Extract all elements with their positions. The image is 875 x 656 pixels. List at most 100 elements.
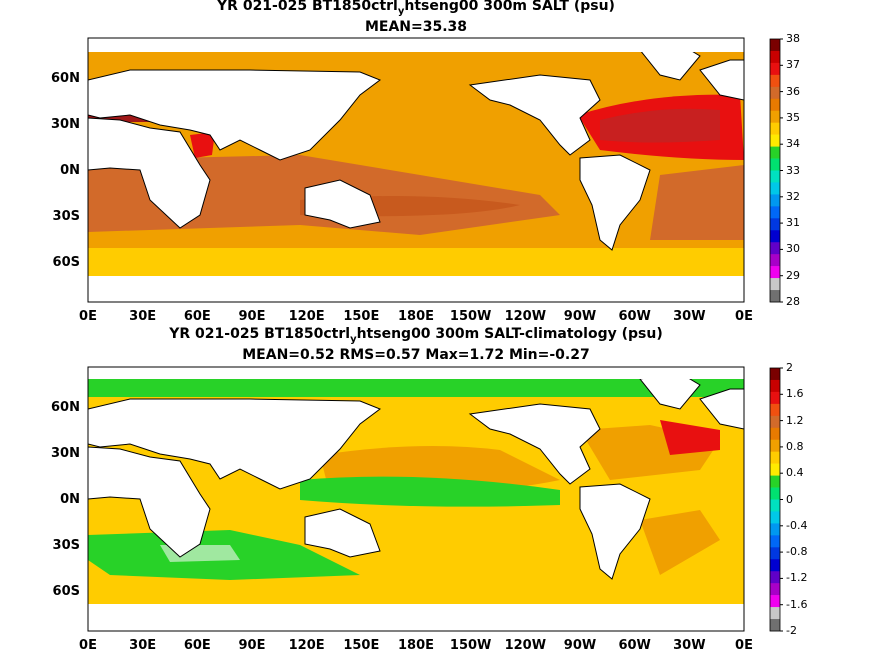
- colorbar-segment: [770, 98, 780, 112]
- x-tick-label: 30W: [673, 638, 706, 653]
- colorbar-segment: [770, 463, 780, 476]
- panel2-title: YR 021-025 BT1850ctrlyhtseng00 300m SALT…: [169, 326, 663, 345]
- colorbar-tick-label: 0: [786, 492, 793, 506]
- colorbar-tick-label: 30: [786, 242, 800, 256]
- x-tick-label: 90E: [238, 638, 266, 653]
- colorbar-segment: [770, 278, 780, 291]
- colorbar-segment: [770, 499, 780, 512]
- colorbar-tick-label: 35: [786, 110, 800, 124]
- colorbar-tick-label: 37: [786, 58, 800, 72]
- colorbar-segment: [770, 415, 780, 429]
- colorbar-segment: [770, 62, 780, 76]
- colorbar-tick-label: 36: [786, 84, 800, 98]
- y-tick-label: 30S: [52, 538, 80, 553]
- x-tick-label: 60W: [618, 309, 651, 324]
- panel1-stats: MEAN=35.38: [364, 19, 468, 35]
- x-tick-label: 120E: [288, 309, 325, 324]
- panel2-equatorial-band: [300, 476, 560, 507]
- colorbar-segment: [770, 266, 780, 279]
- colorbar-segment: [770, 523, 780, 536]
- colorbar-tick-label: 34: [786, 137, 800, 151]
- panel1-south-atlantic: [650, 165, 744, 240]
- x-tick-label: 180E: [397, 638, 435, 653]
- x-tick-label: 120W: [504, 309, 547, 324]
- colorbar-tick-label: 32: [786, 189, 800, 203]
- x-tick-label: 0E: [79, 638, 97, 653]
- y-tick-label: 60S: [52, 255, 80, 270]
- panel2-gulf-stream: [660, 420, 720, 455]
- colorbar-segment: [770, 182, 780, 195]
- colorbar-segment: [770, 206, 780, 219]
- x-tick-label: 180E: [397, 309, 435, 324]
- colorbar-segment: [770, 122, 780, 135]
- colorbar-tick-label: 33: [786, 163, 800, 177]
- panel2-map: [88, 367, 744, 631]
- panel1-continents: [88, 43, 744, 251]
- x-tick-label: 90W: [563, 638, 597, 653]
- panel1-frame: [87, 37, 745, 303]
- colorbar-segment: [770, 487, 780, 500]
- colorbar-tick-label: 1.2: [786, 413, 804, 427]
- colorbar-segment: [770, 427, 780, 441]
- colorbar-tick-label: 28: [786, 295, 800, 308]
- x-tick-label: 150W: [449, 638, 492, 653]
- colorbar-tick-label: 2: [786, 361, 793, 374]
- panel2-frame: [87, 366, 745, 632]
- y-tick-label: 30N: [51, 117, 80, 132]
- x-tick-label: 0E: [735, 638, 753, 653]
- colorbar-segment: [770, 146, 780, 159]
- x-tick-label: 60W: [618, 638, 651, 653]
- colorbar-segment: [770, 571, 780, 584]
- colorbar-segment: [770, 379, 780, 393]
- panel2-arctic-ice: [88, 367, 744, 379]
- colorbar-segment: [770, 583, 780, 596]
- x-tick-label: 30E: [129, 638, 157, 653]
- colorbar-segment: [770, 290, 780, 303]
- panel1-map: [88, 38, 744, 302]
- panel1-north-atlantic-core: [600, 108, 720, 143]
- x-tick-label: 120E: [288, 638, 325, 653]
- colorbar-tick-label: 31: [786, 216, 800, 230]
- colorbar-segment: [770, 451, 780, 464]
- y-tick-label: 0N: [60, 163, 80, 178]
- panel2-colorbar: [769, 367, 783, 632]
- colorbar-segment: [770, 194, 780, 207]
- panel1-southern-ocean-band: [88, 248, 744, 278]
- y-tick-label: 60N: [51, 400, 80, 415]
- colorbar-segment: [770, 607, 780, 620]
- colorbar-segment: [770, 403, 780, 417]
- panel1-colorbar: [769, 38, 783, 303]
- panel2-antarctica: [88, 604, 744, 631]
- x-tick-label: 90E: [238, 309, 266, 324]
- colorbar-tick-label: 38: [786, 32, 800, 45]
- colorbar-segment: [770, 547, 780, 560]
- colorbar-segment: [770, 50, 780, 64]
- panel1-arctic-ice: [88, 38, 744, 52]
- colorbar-segment: [770, 86, 780, 100]
- colorbar-tick-label: 1.6: [786, 387, 804, 401]
- colorbar-segment: [770, 511, 780, 524]
- x-tick-label: 150E: [343, 309, 380, 324]
- colorbar-segment: [770, 391, 780, 405]
- colorbar-segment: [770, 368, 780, 381]
- x-tick-label: 90W: [563, 309, 597, 324]
- x-tick-label: 0E: [735, 309, 753, 324]
- x-tick-label: 150E: [343, 638, 380, 653]
- colorbar-segment: [770, 170, 780, 183]
- colorbar-segment: [770, 619, 780, 632]
- colorbar-segment: [770, 242, 780, 255]
- colorbar-segment: [770, 110, 780, 123]
- panel1-antarctica: [88, 276, 744, 302]
- colorbar-segment: [770, 134, 780, 147]
- colorbar-tick-label: -1.2: [786, 571, 808, 585]
- colorbar-tick-label: -2: [786, 624, 797, 637]
- colorbar-tick-label: 0.8: [786, 439, 804, 453]
- y-tick-label: 30S: [52, 209, 80, 224]
- y-tick-label: 0N: [60, 492, 80, 507]
- x-tick-label: 150W: [449, 309, 492, 324]
- colorbar-segment: [770, 158, 780, 171]
- x-tick-label: 120W: [504, 638, 547, 653]
- y-tick-label: 60N: [51, 71, 80, 86]
- colorbar-segment: [770, 439, 780, 452]
